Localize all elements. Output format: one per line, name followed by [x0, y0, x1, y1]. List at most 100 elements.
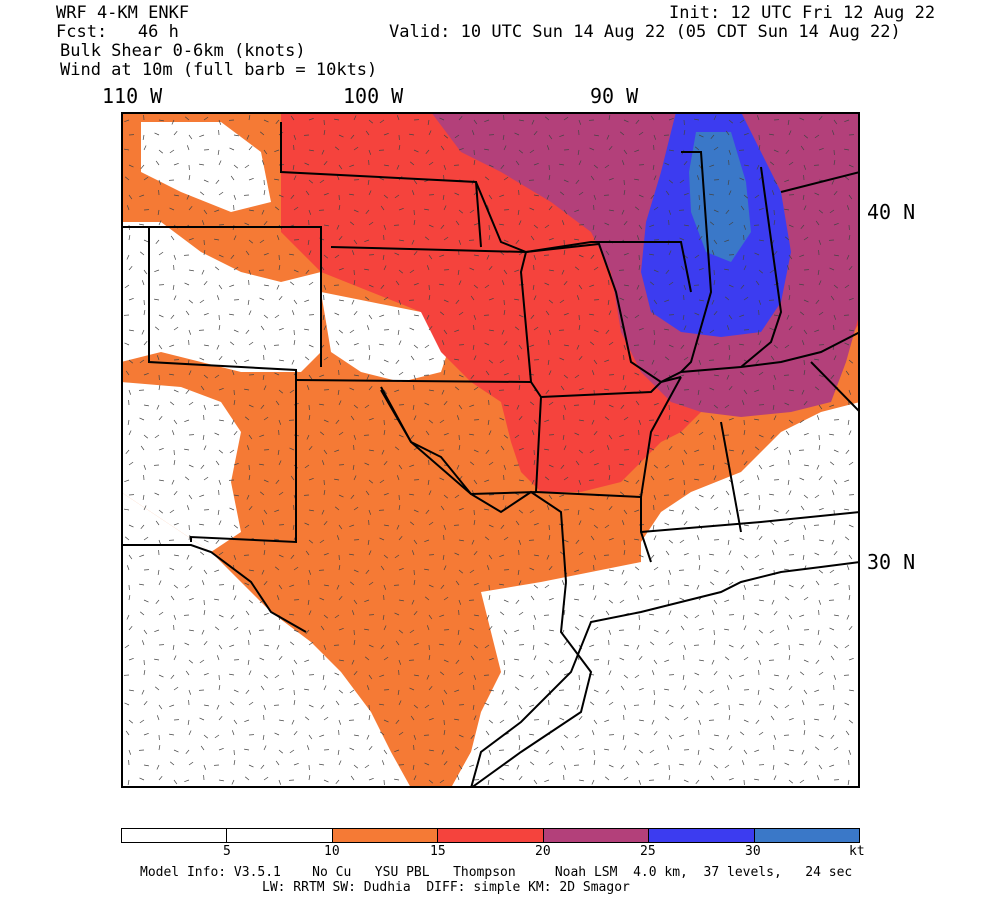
wind-barb — [338, 299, 344, 302]
wind-barb — [787, 479, 790, 485]
wind-barb — [548, 269, 554, 272]
colorbar-seg-1 — [227, 829, 333, 842]
wind-barb — [274, 206, 280, 211]
wind-barb — [709, 689, 715, 694]
wind-barb — [413, 415, 417, 421]
wind-barb — [814, 552, 820, 556]
wind-barb — [683, 284, 687, 290]
wind-barb — [769, 464, 775, 468]
wind-barb — [638, 719, 644, 722]
wind-barb — [349, 524, 355, 528]
wind-barb — [218, 419, 224, 422]
wind-barb — [831, 179, 835, 185]
wind-barb — [713, 115, 717, 121]
wind-barb — [725, 490, 730, 496]
colorbar-label-15: 15 — [430, 844, 446, 859]
wind-barb — [488, 657, 494, 661]
wind-barb — [784, 344, 790, 349]
wind-barb — [773, 220, 776, 226]
wind-barb — [484, 702, 490, 706]
wind-barb — [608, 764, 614, 768]
wind-barb — [742, 614, 745, 620]
wind-barb — [289, 447, 295, 451]
lon-label-110w: 110 W — [102, 84, 163, 108]
wind-barb — [575, 539, 580, 545]
wind-barb — [848, 359, 854, 364]
wind-barb — [634, 566, 640, 571]
wind-barb — [364, 628, 370, 631]
wind-barb — [470, 295, 475, 301]
wind-barb — [259, 131, 265, 136]
wind-barb — [443, 596, 449, 601]
wind-barb — [773, 415, 777, 421]
wind-barb — [680, 704, 685, 710]
wind-barb — [833, 314, 837, 320]
wind-barb — [502, 494, 505, 500]
wind-barb — [664, 162, 670, 166]
wind-barb — [784, 568, 790, 571]
wind-barb — [233, 359, 238, 365]
wind-barb — [608, 569, 614, 572]
wind-barb — [740, 205, 745, 211]
wind-barb — [769, 133, 775, 136]
wind-barb — [574, 734, 580, 739]
wind-barb — [439, 311, 445, 316]
wind-barb — [413, 374, 417, 380]
low-shear-west-1 — [121, 222, 321, 372]
wind-barb — [323, 644, 327, 650]
wind-barb — [772, 764, 775, 770]
wind-barb — [338, 719, 342, 725]
wind-barb — [578, 520, 582, 526]
wind-barb — [248, 629, 252, 635]
wind-barb — [608, 701, 614, 706]
wind-barb — [218, 191, 224, 196]
wind-barb — [379, 703, 385, 706]
wind-barb — [469, 569, 475, 574]
wind-barb — [214, 209, 220, 213]
wind-barb — [173, 162, 179, 166]
wind-barb — [455, 659, 460, 665]
wind-barb — [169, 733, 175, 736]
wind-barb — [469, 764, 475, 768]
colorbar-label-30: 30 — [745, 844, 761, 859]
wind-barb — [398, 269, 404, 274]
wind-barb — [455, 299, 460, 305]
wind-barb — [188, 134, 193, 140]
wind-barb — [578, 160, 582, 166]
wind-barb — [560, 385, 565, 391]
wind-barb — [139, 611, 145, 616]
wind-barb — [323, 584, 329, 587]
wind-barb — [186, 554, 190, 560]
wind-barb — [338, 329, 344, 334]
wind-barb — [668, 641, 674, 646]
wind-barb — [712, 464, 715, 470]
wind-barb — [754, 194, 760, 199]
wind-barb — [126, 614, 130, 620]
wind-barb — [141, 689, 145, 695]
wind-barb — [396, 475, 400, 481]
wind-barb — [262, 374, 265, 380]
wind-barb — [364, 599, 370, 603]
wind-barb — [338, 235, 343, 241]
wind-barb — [668, 610, 672, 616]
wind-barb — [158, 179, 162, 185]
wind-barb — [413, 509, 419, 513]
wind-barb — [545, 670, 550, 676]
wind-barb — [338, 134, 344, 138]
wind-barb — [184, 476, 190, 481]
wind-barb — [276, 284, 280, 290]
wind-barb — [229, 673, 235, 676]
wind-barb — [694, 254, 700, 259]
wind-barb — [156, 355, 160, 361]
wind-barb — [156, 715, 160, 721]
wind-barb — [591, 419, 595, 425]
wind-barb — [338, 359, 342, 365]
wind-barb — [338, 760, 342, 766]
wind-barb — [608, 537, 614, 541]
wind-barb — [758, 464, 763, 470]
wind-barb — [350, 134, 355, 140]
wind-barb — [214, 374, 220, 379]
wind-barb — [171, 119, 175, 125]
wind-barb — [185, 670, 190, 676]
wind-barb — [188, 237, 194, 241]
